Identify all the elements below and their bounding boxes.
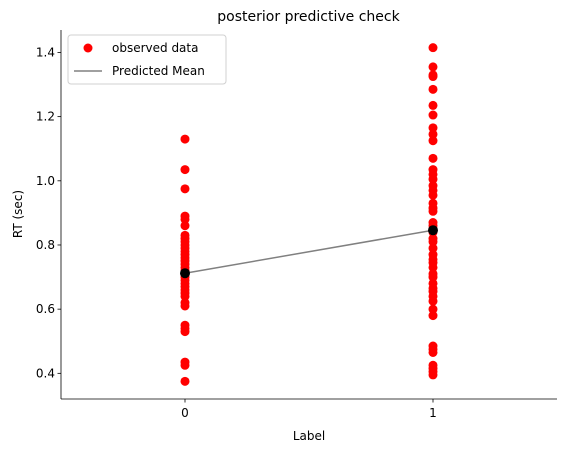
observed-point xyxy=(428,174,438,184)
observed-point xyxy=(428,72,438,82)
x-tick-label: 1 xyxy=(429,406,437,420)
observed-point xyxy=(180,165,190,175)
observed-point xyxy=(428,153,438,163)
plot-marks xyxy=(180,43,438,386)
y-axis-label: RT (sec) xyxy=(11,190,25,238)
y-tick-label: 0.4 xyxy=(36,366,55,380)
observed-point xyxy=(180,291,190,301)
predicted-mean-line xyxy=(184,229,434,274)
observed-point xyxy=(180,360,190,370)
observed-point xyxy=(428,43,438,53)
observed-point xyxy=(428,84,438,94)
observed-point xyxy=(428,272,438,282)
observed-point xyxy=(428,296,438,306)
predicted-mean-point xyxy=(180,268,190,279)
y-tick-label: 1.2 xyxy=(36,110,55,124)
observed-point xyxy=(180,184,190,194)
observed-point xyxy=(180,376,190,386)
x-tick-label: 0 xyxy=(181,406,189,420)
observed-point xyxy=(428,206,438,216)
observed-point xyxy=(428,262,438,272)
observed-point xyxy=(428,311,438,321)
observed-point xyxy=(180,214,190,224)
observed-point xyxy=(180,327,190,337)
observed-point xyxy=(428,100,438,110)
legend: observed data Predicted Mean xyxy=(67,34,227,85)
observed-point xyxy=(428,110,438,120)
observed-point xyxy=(428,370,438,380)
legend-predicted-label: Predicted Mean xyxy=(112,64,205,78)
y-tick-label: 0.6 xyxy=(36,302,55,316)
y-tick-label: 1.0 xyxy=(36,174,55,188)
observed-point xyxy=(428,237,438,247)
observed-point xyxy=(428,304,438,314)
observed-point xyxy=(428,136,438,146)
observed-point xyxy=(428,129,438,139)
y-tick-label: 1.4 xyxy=(36,45,55,59)
legend-box xyxy=(67,34,227,85)
observed-point xyxy=(428,243,438,253)
x-axis-label: Label xyxy=(293,429,325,443)
observed-point xyxy=(180,134,190,144)
observed-point xyxy=(428,190,438,200)
legend-observed-label: observed data xyxy=(112,41,198,55)
observed-point xyxy=(180,221,190,231)
y-axis-ticks: 0.4 0.6 0.8 1.0 1.2 1.4 xyxy=(36,45,61,380)
predicted-mean-point xyxy=(428,225,438,236)
observed-point xyxy=(428,62,438,72)
y-tick-label: 0.8 xyxy=(36,238,55,252)
legend-observed-marker xyxy=(83,43,93,53)
observed-point xyxy=(180,301,190,311)
chart-title: posterior predictive check xyxy=(217,9,400,25)
observed-point xyxy=(428,123,438,133)
observed-point xyxy=(428,347,438,357)
